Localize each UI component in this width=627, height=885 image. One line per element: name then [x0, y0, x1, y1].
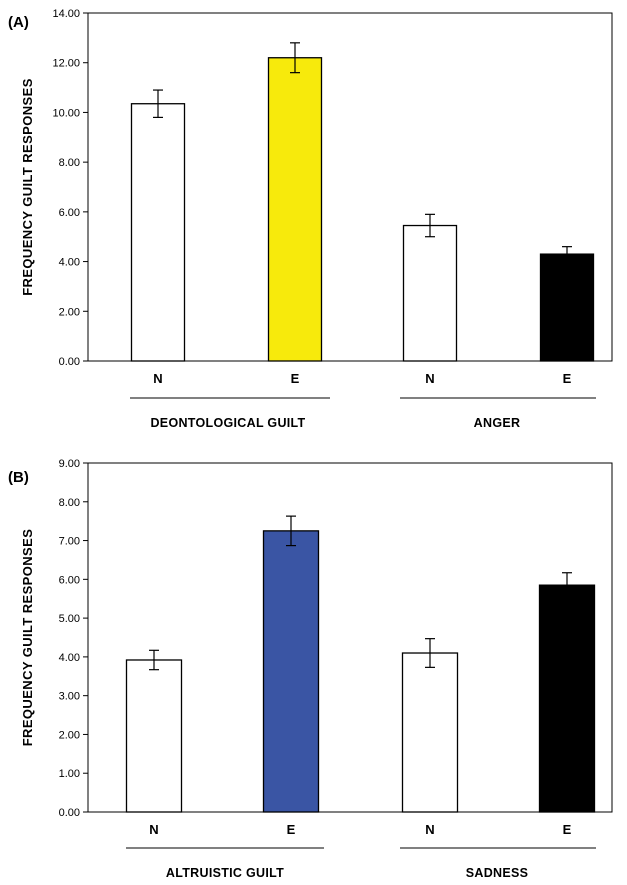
y-tick-label: 7.00 — [59, 536, 80, 548]
group-label: DEONTOLOGICAL GUILT — [150, 416, 305, 430]
category-label: N — [149, 822, 158, 837]
chart-panel-b: (B) FREQUENCY GUILT RESPONSES 0.00 1.00 2.00… — [8, 458, 613, 880]
y-tick-label: 0.00 — [59, 356, 80, 368]
bar-altruistic-guilt-n — [125, 659, 183, 813]
bar-deontological-guilt-e — [267, 57, 323, 362]
y-tick-label: 12.00 — [52, 58, 80, 70]
plot-frame — [87, 12, 613, 362]
group-label: ANGER — [474, 416, 521, 430]
panel-label: (B) — [8, 469, 29, 486]
category-label: N — [425, 371, 434, 386]
y-tick-label: 4.00 — [59, 652, 80, 664]
category-label: E — [287, 822, 296, 837]
category-label: E — [563, 822, 572, 837]
y-axis-label: FREQUENCY GUILT RESPONSES — [20, 78, 35, 296]
y-tick-label: 1.00 — [59, 768, 80, 780]
bar-anger-e — [539, 253, 595, 362]
y-tick-label: 2.00 — [59, 729, 80, 741]
y-tick-label: 3.00 — [59, 691, 80, 703]
bar-altruistic-guilt-e — [262, 530, 320, 813]
y-tick-label: 6.00 — [59, 574, 80, 586]
y-tick-label: 6.00 — [59, 207, 80, 219]
bar-sadness-n — [401, 652, 459, 813]
category-label: N — [153, 371, 162, 386]
chart-panel-a: (A) FREQUENCY GUILT RESPONSES 0.00 2.00 4.00… — [8, 8, 613, 430]
y-tick-label: 5.00 — [59, 613, 80, 625]
y-tick-label: 8.00 — [59, 497, 80, 509]
y-tick-label: 4.00 — [59, 257, 80, 269]
y-tick-label: 9.00 — [59, 458, 80, 470]
plot-frame — [87, 462, 613, 813]
group-label: SADNESS — [466, 866, 529, 880]
category-label: N — [425, 822, 434, 837]
category-label: E — [563, 371, 572, 386]
y-tick-label: 14.00 — [52, 8, 80, 20]
panel-label: (A) — [8, 14, 29, 31]
y-tick-label: 8.00 — [59, 157, 80, 169]
y-tick-label: 2.00 — [59, 306, 80, 318]
y-axis-label: FREQUENCY GUILT RESPONSES — [20, 529, 35, 747]
group-label: ALTRUISTIC GUILT — [166, 866, 284, 880]
bar-sadness-e — [538, 584, 596, 813]
category-label: E — [291, 371, 300, 386]
y-tick-label: 10.00 — [52, 107, 80, 119]
bar-anger-n — [402, 224, 458, 362]
bar-deontological-guilt-n — [130, 103, 186, 362]
y-tick-label: 0.00 — [59, 807, 80, 819]
